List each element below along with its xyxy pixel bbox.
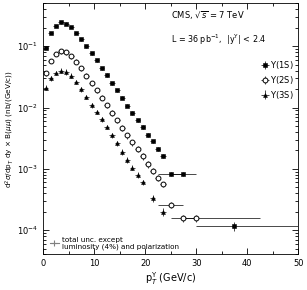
Text: L = 36 pb$^{-1}$,  |y$^{\Upsilon}$| < 2.4: L = 36 pb$^{-1}$, |y$^{\Upsilon}$| < 2.4 <box>171 32 266 47</box>
Y-axis label: d$^{2}\sigma$/dp$_{T}$ dy $\times$ B($\mu\mu$) (nb/(GeV/c)): d$^{2}\sigma$/dp$_{T}$ dy $\times$ B($\m… <box>3 70 16 188</box>
Text: CMS, $\sqrt{s}$ = 7 TeV: CMS, $\sqrt{s}$ = 7 TeV <box>171 10 244 22</box>
X-axis label: p$_{T}^{\Upsilon}$ (GeV/c): p$_{T}^{\Upsilon}$ (GeV/c) <box>145 270 196 287</box>
Legend: total unc. except
luminosity (4%) and polarization: total unc. except luminosity (4%) and po… <box>49 236 179 251</box>
